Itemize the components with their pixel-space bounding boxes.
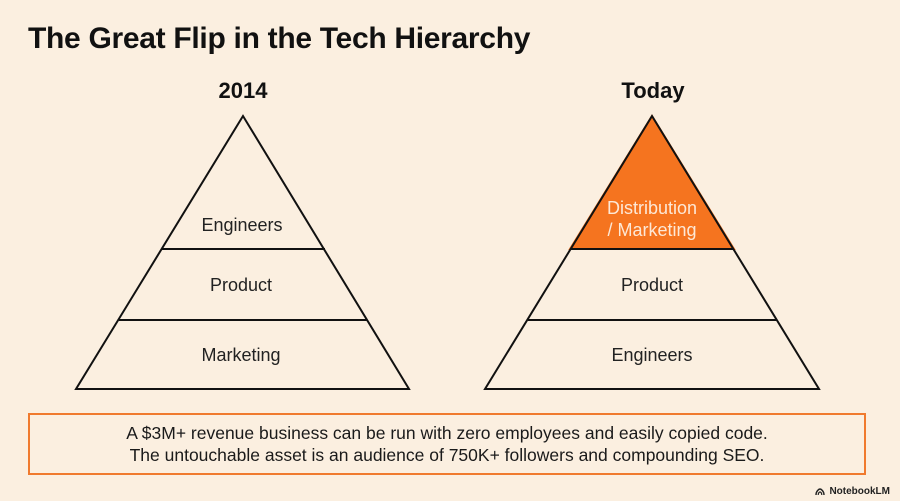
pyramid-today-outline [483, 114, 821, 390]
pyramid-2014: Engineers Product Marketing [74, 114, 411, 390]
tier-today-distribution-line2: / Marketing [607, 220, 696, 240]
pyramid-today: Distribution / Marketing Product Enginee… [483, 114, 821, 390]
callout-line-1: A $3M+ revenue business can be run with … [126, 423, 768, 443]
brand-label: NotebookLM [829, 486, 890, 497]
tier-2014-marketing: Marketing [201, 345, 280, 365]
column-label-2014: 2014 [218, 78, 268, 103]
tier-2014-product: Product [210, 275, 272, 295]
callout-box: A $3M+ revenue business can be run with … [28, 413, 866, 475]
tier-today-distribution-line1: Distribution [607, 198, 697, 218]
column-label-today: Today [621, 78, 685, 103]
tier-today-product: Product [621, 275, 683, 295]
notebooklm-logo-icon [815, 487, 826, 495]
tier-today-engineers: Engineers [611, 345, 692, 365]
callout-line-2: The untouchable asset is an audience of … [129, 445, 765, 465]
notebooklm-brand: NotebookLM [815, 486, 890, 497]
pyramid-2014-outline [74, 114, 411, 390]
tier-2014-engineers: Engineers [201, 215, 282, 235]
page-title: The Great Flip in the Tech Hierarchy [28, 22, 531, 55]
